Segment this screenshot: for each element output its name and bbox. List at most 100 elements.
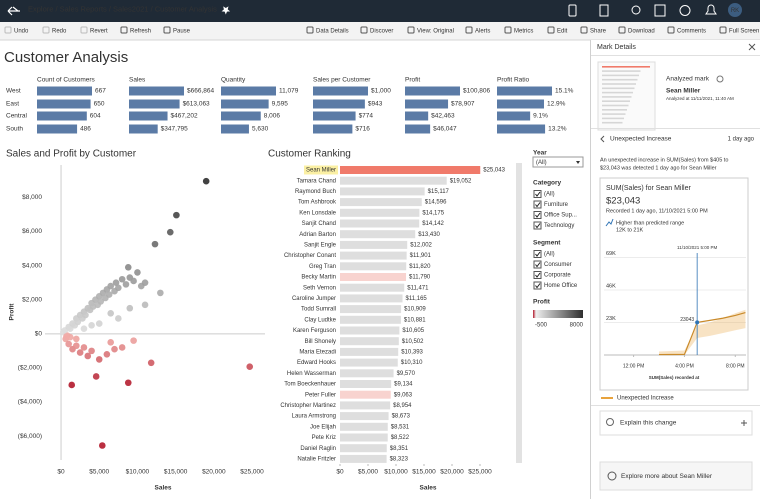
toolbar-button[interactable]: Redo xyxy=(52,29,67,35)
device-icon[interactable] xyxy=(568,4,577,17)
ranking-bar[interactable] xyxy=(340,305,402,314)
toolbar-button[interactable]: Share xyxy=(590,29,607,35)
toolbar-button[interactable]: View: Original xyxy=(417,29,454,35)
explain-button[interactable] xyxy=(599,410,753,436)
customer-name[interactable]: Helen Wasserman xyxy=(287,371,336,377)
customer-name[interactable]: Ken Lonsdale xyxy=(299,210,336,216)
toolbar-button[interactable]: Refresh xyxy=(130,29,151,35)
customer-name[interactable]: Laura Armstrong xyxy=(292,414,336,420)
help-icon[interactable] xyxy=(679,5,691,16)
favorite-star[interactable] xyxy=(221,6,231,15)
ranking-bar[interactable] xyxy=(340,358,398,367)
toolbar-icon[interactable] xyxy=(4,26,12,34)
ranking-bar[interactable] xyxy=(340,390,391,399)
customer-name[interactable]: Tom Boeckenhauer xyxy=(284,382,336,388)
ranking-bar[interactable] xyxy=(340,315,401,324)
toolbar-button[interactable]: Data Details xyxy=(316,29,349,35)
customer-name[interactable]: Clay Ludtke xyxy=(304,317,336,323)
customer-name[interactable]: Raymond Buch xyxy=(295,189,336,195)
ranking-bar[interactable] xyxy=(340,444,387,453)
customer-name[interactable]: Christopher Conant xyxy=(284,253,336,259)
checkbox[interactable] xyxy=(533,221,542,230)
ranking-bar[interactable] xyxy=(340,380,392,388)
ranking-bar[interactable] xyxy=(340,326,400,335)
ranking-bar[interactable] xyxy=(340,347,399,356)
notes-icon[interactable] xyxy=(654,4,666,17)
scrollbar[interactable] xyxy=(516,163,522,463)
ranking-bar[interactable] xyxy=(340,240,408,249)
customer-name[interactable]: Caroline Jumper xyxy=(292,296,336,302)
customer-name[interactable]: Christopher Martinez xyxy=(280,403,336,409)
dropdown[interactable] xyxy=(532,156,584,168)
explore-button[interactable] xyxy=(599,461,753,491)
ranking-bar[interactable] xyxy=(340,198,422,207)
toolbar-icon[interactable] xyxy=(407,26,415,34)
toolbar-icon[interactable] xyxy=(120,26,128,34)
expand-icon[interactable] xyxy=(741,420,747,426)
toolbar-icon[interactable] xyxy=(719,26,727,34)
checkbox[interactable] xyxy=(533,281,542,290)
checkbox[interactable] xyxy=(533,250,542,258)
ranking-bar[interactable] xyxy=(340,369,394,378)
toolbar-button[interactable]: Full Screen xyxy=(729,29,759,35)
explain-text[interactable]: Explain this change xyxy=(620,420,677,427)
ranking-bar[interactable] xyxy=(340,251,407,260)
chevron[interactable] xyxy=(600,135,605,143)
ranking-bar[interactable] xyxy=(340,230,416,239)
customer-name[interactable]: Greg Tran xyxy=(309,264,336,270)
toolbar-icon[interactable] xyxy=(360,26,368,34)
doc-icon[interactable] xyxy=(599,4,609,17)
filter-item[interactable]: Office Sup... xyxy=(544,213,577,219)
checkbox[interactable] xyxy=(533,260,542,269)
filter-item[interactable]: Furniture xyxy=(544,202,569,208)
toolbar-button[interactable]: Edit xyxy=(557,29,568,35)
customer-name[interactable]: Daniel Raglin xyxy=(300,446,336,452)
toolbar-icon[interactable] xyxy=(465,26,473,34)
toolbar-button[interactable]: Comments xyxy=(677,29,706,35)
customer-name[interactable]: Bill Shonely xyxy=(305,339,336,345)
toolbar-icon[interactable] xyxy=(618,26,626,34)
avatar[interactable] xyxy=(728,3,742,17)
ranking-bar[interactable] xyxy=(340,454,387,463)
checkbox[interactable] xyxy=(533,190,542,198)
customer-name[interactable]: Sean Miller xyxy=(306,168,336,174)
checkbox[interactable] xyxy=(533,200,542,209)
toolbar-button[interactable]: Undo xyxy=(14,29,29,35)
customer-name[interactable]: Seth Vernon xyxy=(303,285,336,291)
customer-name[interactable]: Edward Hooks xyxy=(297,360,336,366)
ranking-bar[interactable] xyxy=(340,187,425,196)
alerts-icon[interactable] xyxy=(705,4,717,15)
filter-item[interactable]: (All) xyxy=(544,252,555,258)
ranking-bar[interactable] xyxy=(340,422,388,431)
customer-name[interactable]: Sanjit Engle xyxy=(304,242,337,248)
toolbar-icon[interactable] xyxy=(667,26,675,34)
customer-name[interactable]: Tom Ashbrook xyxy=(298,200,337,206)
toolbar-button[interactable]: Revert xyxy=(90,29,108,35)
explore-text[interactable]: Explore more about Sean Miller xyxy=(621,473,713,480)
customer-name[interactable]: Todd Sumrall xyxy=(301,307,336,313)
toolbar-button[interactable]: Discover xyxy=(370,29,393,35)
toolbar-button[interactable]: Pause xyxy=(173,29,191,35)
checkbox[interactable] xyxy=(533,271,542,279)
customer-name[interactable]: Maria Etezadi xyxy=(299,349,336,355)
customer-name[interactable]: Becky Martin xyxy=(301,275,336,281)
customer-name[interactable]: Pete Kriz xyxy=(312,435,336,441)
filter-item[interactable]: Consumer xyxy=(544,262,572,268)
ranking-bar[interactable] xyxy=(340,166,481,174)
toolbar-icon[interactable] xyxy=(580,26,588,34)
toolbar-button[interactable]: Alerts xyxy=(475,29,490,35)
ranking-bar[interactable] xyxy=(340,433,388,442)
toolbar-icon[interactable] xyxy=(547,26,555,34)
filter-item[interactable]: (All) xyxy=(544,192,555,198)
ranking-bar[interactable] xyxy=(340,294,403,303)
filter-item[interactable]: Technology xyxy=(544,223,574,229)
toolbar-icon[interactable] xyxy=(504,26,512,34)
close-button[interactable] xyxy=(748,43,756,51)
back-arrow[interactable] xyxy=(7,6,20,16)
customer-name[interactable]: Joe Elijah xyxy=(310,424,336,430)
ranking-bar[interactable] xyxy=(340,401,391,410)
ranking-bar[interactable] xyxy=(340,273,407,281)
toolbar-button[interactable]: Metrics xyxy=(514,29,533,35)
customer-name[interactable]: Natalie Fritzler xyxy=(297,456,336,462)
toolbar-icon[interactable] xyxy=(306,26,314,34)
